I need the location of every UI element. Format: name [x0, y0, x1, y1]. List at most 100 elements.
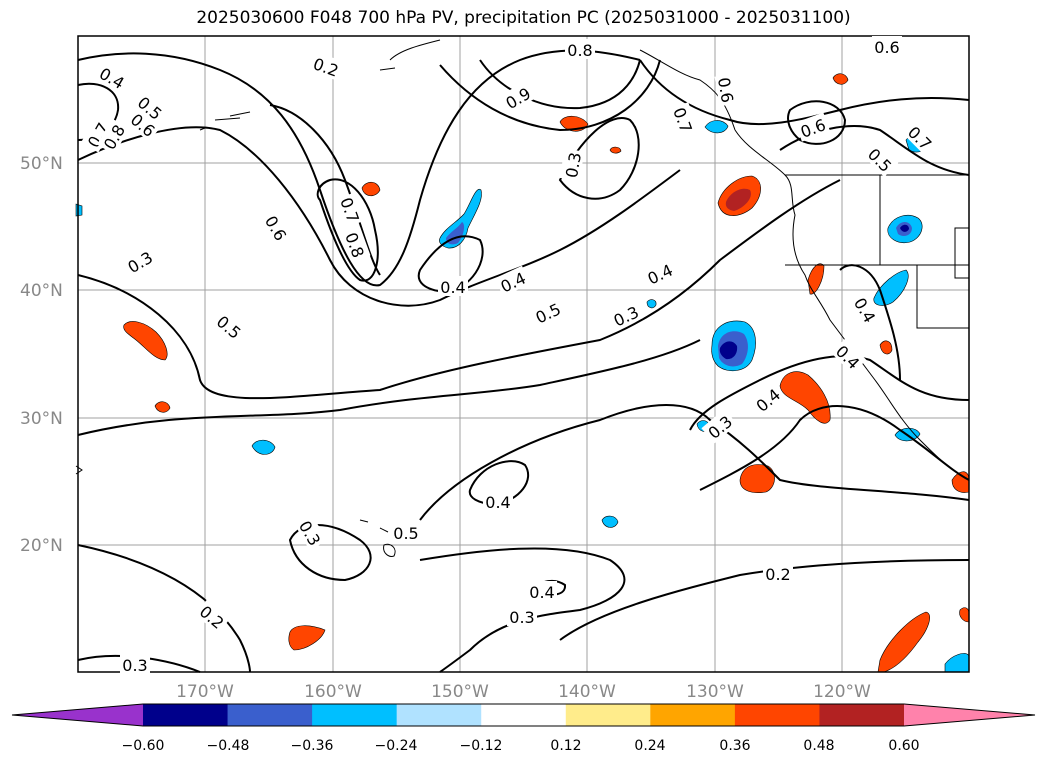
contour-label: 0.6 — [714, 76, 737, 104]
contour-label: 0.4 — [529, 583, 554, 602]
contour-label-bg — [831, 338, 867, 374]
contour-label-bg — [669, 102, 699, 138]
lon-label: 140°W — [558, 682, 616, 702]
colorbar-segment — [396, 704, 482, 726]
precip-positive-area — [832, 73, 849, 85]
colorbar-tick-label: −0.12 — [460, 738, 503, 754]
coastlines — [75, 39, 970, 557]
contour-labels: 0.40.50.60.70.80.60.70.80.30.40.30.40.50… — [80, 36, 939, 675]
colorbar-segment — [565, 704, 651, 726]
map-panel: 0.40.50.60.70.80.60.70.80.30.40.30.40.50… — [75, 35, 970, 675]
contour-label: 0.3 — [562, 151, 585, 179]
contour-label-bg — [336, 192, 366, 228]
precip-positive-area — [807, 263, 825, 295]
contour-label-bg — [872, 36, 902, 56]
colorbar-tick-label: −0.24 — [375, 738, 418, 754]
contour-label-bg — [527, 581, 557, 601]
contour-label-bg — [559, 148, 585, 182]
colorbar-segment — [734, 704, 820, 726]
colorbar-tick-label: 0.60 — [888, 738, 919, 754]
contour-label-bg — [714, 73, 740, 107]
colorbar-segment — [819, 704, 905, 726]
contour-label: 0.8 — [567, 41, 592, 60]
contour-label-bg — [194, 598, 231, 634]
precip-positive-area — [739, 464, 775, 493]
precip-positive-area — [123, 321, 168, 361]
contour-label-bg — [80, 116, 114, 153]
contour-label-bg — [641, 257, 678, 289]
contour-label-bg — [863, 141, 899, 177]
contour-label-bg — [507, 606, 537, 626]
graticule — [78, 36, 969, 672]
colorbar-extend-low — [12, 704, 143, 726]
contour-label-bg — [391, 522, 421, 542]
contour-label-bg — [565, 39, 595, 59]
pv-contours — [77, 49, 970, 673]
colorbar-segment — [312, 704, 398, 726]
contour-label-bg — [499, 80, 536, 114]
lon-label: 150°W — [431, 682, 489, 702]
colorbar-tick-label: −0.36 — [291, 738, 334, 754]
contour-label-bg — [341, 227, 371, 263]
contour-label: 0.4 — [485, 493, 510, 512]
contour-label-bg — [701, 408, 738, 444]
colorbar-tick-label: 0.48 — [803, 738, 834, 754]
contour-label-bg — [132, 89, 169, 125]
colorbar-tick-label: 0.12 — [550, 738, 581, 754]
colorbar-segment — [650, 704, 736, 726]
colorbar-extend-high — [904, 704, 1035, 726]
contour-label-bg — [607, 299, 644, 331]
precip-positive-area — [288, 625, 326, 651]
contour-label-bg — [529, 296, 566, 328]
colorbar — [11, 703, 1036, 727]
colorbar-tick-label: −0.60 — [122, 738, 165, 754]
contour-label: 0.3 — [509, 608, 534, 627]
precip-positive-area — [877, 611, 930, 673]
contour-label-bg — [260, 209, 294, 246]
contour-label-bg — [211, 308, 248, 344]
precip-positive-area — [609, 146, 622, 154]
contour-label-bg — [763, 563, 793, 583]
colorbar-segment — [227, 704, 313, 726]
contour-label: 0.4 — [440, 278, 465, 297]
map-frame — [77, 35, 970, 673]
contour-label-bg — [494, 265, 531, 297]
lat-label: 50°N — [20, 154, 63, 174]
precip-anomaly-fills — [75, 73, 970, 673]
contour-label-bg — [438, 276, 468, 296]
contour-label-bg — [795, 112, 831, 142]
precip-negative-area — [251, 439, 276, 455]
contour-label-bg — [483, 491, 513, 511]
precip-negative-area — [900, 224, 909, 232]
precip-positive-area — [361, 181, 381, 197]
precip-positive-area — [779, 371, 831, 424]
precip-positive-area — [879, 340, 893, 355]
precip-negative-area — [646, 299, 657, 309]
lat-label: 30°N — [20, 409, 63, 429]
contour-label-bg — [849, 291, 883, 328]
contour-label-bg — [308, 51, 344, 81]
colorbar-tick-label: 0.36 — [719, 738, 750, 754]
contour-label: 0.5 — [393, 524, 418, 543]
contour-label: 0.6 — [874, 38, 899, 57]
contour-label-bg — [294, 514, 328, 551]
precip-negative-area — [704, 120, 729, 134]
lat-axis-labels: 50°N 40°N 30°N 20°N — [20, 154, 63, 556]
contour-label-bg — [749, 381, 786, 417]
contour-label-bg — [903, 119, 939, 155]
colorbar-tick-label: −0.48 — [207, 738, 250, 754]
contour-label-bg — [94, 60, 131, 94]
precip-negative-area — [719, 341, 738, 360]
plot-title: 2025030600 F048 700 hPa PV, precipitatio… — [196, 8, 851, 28]
precip-positive-area — [154, 401, 171, 413]
colorbar-tick-label: 0.24 — [634, 738, 665, 754]
contour-label: 0.2 — [765, 565, 790, 584]
lon-label: 160°W — [304, 682, 362, 702]
lon-label: 170°W — [176, 682, 234, 702]
colorbar-segment — [143, 704, 229, 726]
colorbar-tick-labels: −0.60 −0.48 −0.36 −0.24 −0.12 0.12 0.24 … — [122, 738, 920, 754]
colorbar-segment — [481, 704, 567, 726]
precip-positive-area — [725, 188, 751, 211]
precip-negative-area — [601, 515, 619, 528]
